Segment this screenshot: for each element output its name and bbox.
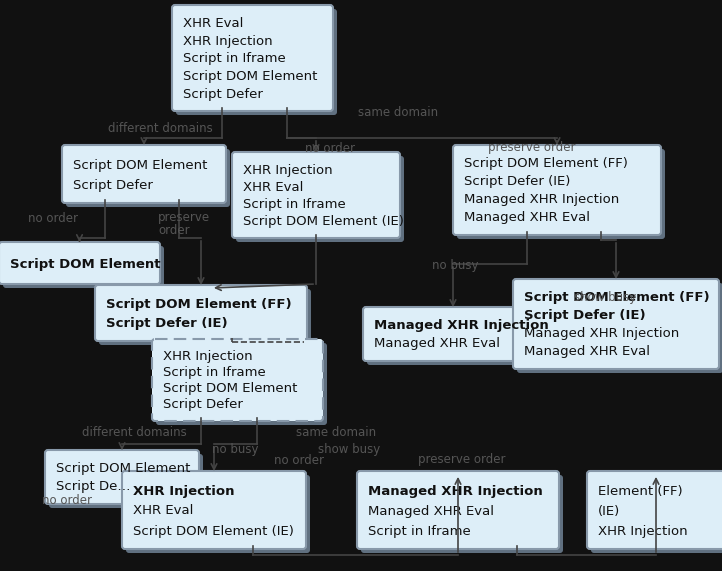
Text: order: order xyxy=(158,223,190,236)
FancyBboxPatch shape xyxy=(367,311,547,365)
Text: Managed XHR Eval: Managed XHR Eval xyxy=(464,211,590,224)
Text: Script in Iframe: Script in Iframe xyxy=(163,367,266,379)
Text: Managed XHR Injection: Managed XHR Injection xyxy=(464,194,619,206)
Text: Script Defer (IE): Script Defer (IE) xyxy=(524,309,645,323)
Text: no busy: no busy xyxy=(432,259,479,272)
Text: no order: no order xyxy=(305,142,355,155)
Text: Script DOM Element: Script DOM Element xyxy=(163,383,297,395)
Text: XHR Eval: XHR Eval xyxy=(133,505,193,517)
Text: XHR Injection: XHR Injection xyxy=(163,350,253,363)
Text: show busy: show busy xyxy=(574,292,636,304)
Text: Script Defer: Script Defer xyxy=(183,87,263,100)
Text: XHR Injection: XHR Injection xyxy=(133,485,235,497)
Text: different domains: different domains xyxy=(108,122,213,135)
Text: no order: no order xyxy=(42,493,92,506)
FancyBboxPatch shape xyxy=(591,475,722,553)
Text: Managed XHR Eval: Managed XHR Eval xyxy=(524,345,650,359)
Text: XHR Eval: XHR Eval xyxy=(183,17,243,30)
Text: preserve order: preserve order xyxy=(418,453,505,467)
Text: XHR Injection: XHR Injection xyxy=(243,164,333,177)
FancyBboxPatch shape xyxy=(99,289,311,345)
Text: Script DOM Element: Script DOM Element xyxy=(10,258,160,271)
Text: Script DOM Element (FF): Script DOM Element (FF) xyxy=(106,298,292,311)
Text: Script Defer: Script Defer xyxy=(163,399,243,411)
FancyBboxPatch shape xyxy=(587,471,722,549)
FancyBboxPatch shape xyxy=(457,149,665,239)
Text: XHR Injection: XHR Injection xyxy=(183,35,273,48)
Text: different domains: different domains xyxy=(82,425,187,439)
FancyBboxPatch shape xyxy=(126,475,310,553)
Text: Script Defer (IE): Script Defer (IE) xyxy=(464,175,570,188)
FancyBboxPatch shape xyxy=(361,475,563,553)
FancyBboxPatch shape xyxy=(513,279,719,369)
FancyBboxPatch shape xyxy=(236,156,404,242)
FancyBboxPatch shape xyxy=(363,307,543,361)
FancyBboxPatch shape xyxy=(453,145,661,235)
FancyBboxPatch shape xyxy=(122,471,306,549)
Text: show busy: show busy xyxy=(318,444,380,456)
Text: no busy: no busy xyxy=(212,444,258,456)
FancyBboxPatch shape xyxy=(152,339,323,421)
Text: Script DOM Element: Script DOM Element xyxy=(73,159,207,171)
Text: Element (FF): Element (FF) xyxy=(598,485,682,497)
Text: no order: no order xyxy=(274,453,324,467)
Text: Script in Iframe: Script in Iframe xyxy=(243,198,346,211)
Text: Managed XHR Injection: Managed XHR Injection xyxy=(374,319,549,332)
Text: Script DOM Element (IE): Script DOM Element (IE) xyxy=(243,215,404,228)
Text: preserve order: preserve order xyxy=(488,142,575,155)
FancyBboxPatch shape xyxy=(357,471,559,549)
FancyBboxPatch shape xyxy=(49,454,203,508)
FancyBboxPatch shape xyxy=(95,285,307,341)
Text: Script DOM Element (FF): Script DOM Element (FF) xyxy=(524,291,710,304)
Text: Managed XHR Eval: Managed XHR Eval xyxy=(374,337,500,351)
Text: Script in Iframe: Script in Iframe xyxy=(183,53,286,66)
FancyBboxPatch shape xyxy=(156,343,327,425)
Text: Script DOM Element (IE): Script DOM Element (IE) xyxy=(133,525,294,537)
Text: Script De…: Script De… xyxy=(56,480,131,493)
Text: Script Defer: Script Defer xyxy=(73,179,153,191)
Text: XHR Injection: XHR Injection xyxy=(598,525,687,537)
FancyBboxPatch shape xyxy=(172,5,333,111)
FancyBboxPatch shape xyxy=(0,242,160,284)
Text: Managed XHR Injection: Managed XHR Injection xyxy=(368,485,543,497)
FancyBboxPatch shape xyxy=(66,149,230,207)
FancyBboxPatch shape xyxy=(62,145,226,203)
FancyBboxPatch shape xyxy=(517,283,722,373)
Text: Script Defer (IE): Script Defer (IE) xyxy=(106,317,227,330)
Text: preserve: preserve xyxy=(158,211,210,224)
Text: same domain: same domain xyxy=(296,425,376,439)
Text: XHR Eval: XHR Eval xyxy=(243,181,303,194)
Text: Script DOM Element (FF): Script DOM Element (FF) xyxy=(464,158,628,170)
FancyBboxPatch shape xyxy=(232,152,400,238)
Text: Script DOM Element: Script DOM Element xyxy=(183,70,318,83)
Text: Script in Iframe: Script in Iframe xyxy=(368,525,471,537)
Text: Script DOM Element: Script DOM Element xyxy=(56,463,191,476)
FancyBboxPatch shape xyxy=(45,450,199,504)
Text: Managed XHR Injection: Managed XHR Injection xyxy=(524,327,679,340)
FancyBboxPatch shape xyxy=(3,246,164,288)
Text: Managed XHR Eval: Managed XHR Eval xyxy=(368,505,494,517)
Text: same domain: same domain xyxy=(358,106,438,119)
FancyBboxPatch shape xyxy=(176,9,337,115)
Text: (IE): (IE) xyxy=(598,505,620,517)
Text: no order: no order xyxy=(28,211,78,224)
